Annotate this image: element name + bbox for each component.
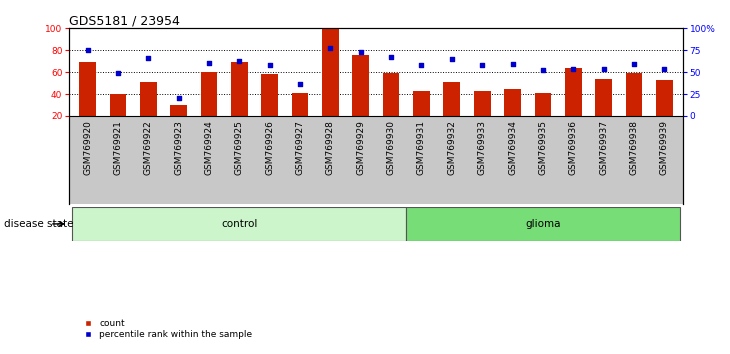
Bar xyxy=(595,79,612,116)
Bar xyxy=(383,73,399,116)
Bar xyxy=(292,93,308,116)
Point xyxy=(477,62,488,68)
Point xyxy=(112,70,124,76)
Bar xyxy=(413,91,430,116)
Bar xyxy=(110,94,126,116)
Text: GSM769930: GSM769930 xyxy=(387,120,396,175)
Point xyxy=(203,61,215,66)
Bar xyxy=(407,207,680,241)
Point xyxy=(567,66,579,72)
Text: GSM769937: GSM769937 xyxy=(599,120,608,175)
Text: GSM769926: GSM769926 xyxy=(265,120,274,175)
Point xyxy=(628,61,639,67)
Bar xyxy=(626,73,642,116)
Text: GSM769921: GSM769921 xyxy=(113,120,123,175)
Text: GSM769934: GSM769934 xyxy=(508,120,517,175)
Point xyxy=(658,66,670,72)
Text: GSM769938: GSM769938 xyxy=(629,120,639,175)
Text: GSM769931: GSM769931 xyxy=(417,120,426,175)
Point xyxy=(234,58,245,64)
Point xyxy=(385,55,397,60)
Bar xyxy=(170,105,187,116)
Bar xyxy=(231,62,247,116)
Bar xyxy=(474,91,491,116)
Bar xyxy=(322,29,339,116)
Point xyxy=(598,66,610,72)
Text: GSM769925: GSM769925 xyxy=(235,120,244,175)
Point xyxy=(294,81,306,87)
Text: disease state: disease state xyxy=(4,219,73,229)
Legend: count, percentile rank within the sample: count, percentile rank within the sample xyxy=(81,315,256,342)
Point xyxy=(355,49,366,55)
Point xyxy=(82,47,93,53)
Bar xyxy=(72,207,407,241)
Bar xyxy=(261,74,278,116)
Bar xyxy=(201,72,218,116)
Text: GSM769922: GSM769922 xyxy=(144,120,153,175)
Bar xyxy=(565,68,582,116)
Point xyxy=(142,55,154,61)
Point xyxy=(415,62,427,68)
Point xyxy=(537,68,549,73)
Text: GSM769923: GSM769923 xyxy=(174,120,183,175)
Text: GSM769927: GSM769927 xyxy=(296,120,304,175)
Bar xyxy=(534,93,551,116)
Text: GSM769920: GSM769920 xyxy=(83,120,92,175)
Bar xyxy=(656,80,672,116)
Bar xyxy=(353,55,369,116)
Bar xyxy=(80,62,96,116)
Text: GSM769939: GSM769939 xyxy=(660,120,669,175)
Text: GSM769928: GSM769928 xyxy=(326,120,335,175)
Bar xyxy=(444,82,460,116)
Text: control: control xyxy=(221,219,258,229)
Point xyxy=(173,95,185,101)
Text: GSM769936: GSM769936 xyxy=(569,120,577,175)
Text: GSM769932: GSM769932 xyxy=(447,120,456,175)
Point xyxy=(325,46,337,51)
Text: GSM769935: GSM769935 xyxy=(539,120,548,175)
Text: GDS5181 / 23954: GDS5181 / 23954 xyxy=(69,14,180,27)
Text: GSM769933: GSM769933 xyxy=(477,120,487,175)
Text: GSM769924: GSM769924 xyxy=(204,120,213,175)
Text: glioma: glioma xyxy=(525,219,561,229)
Point xyxy=(446,56,458,62)
Text: GSM769929: GSM769929 xyxy=(356,120,365,175)
Point xyxy=(264,62,275,68)
Bar xyxy=(140,82,157,116)
Bar xyxy=(69,116,683,225)
Bar xyxy=(504,88,521,116)
Point xyxy=(507,61,518,67)
